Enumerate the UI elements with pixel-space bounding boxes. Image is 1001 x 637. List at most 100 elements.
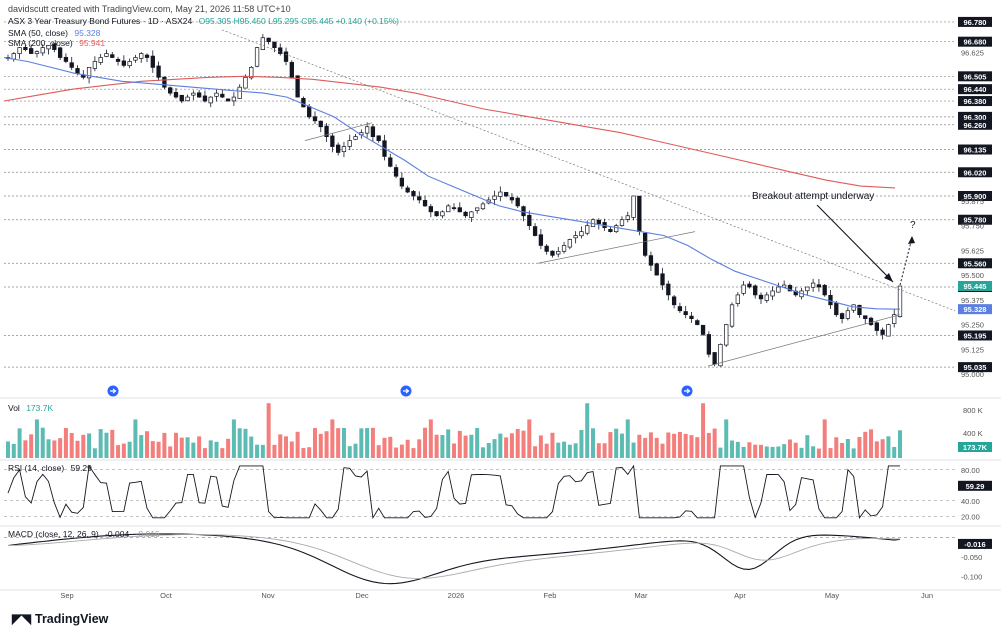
volume-bar: [98, 429, 103, 458]
candle-body: [787, 285, 793, 292]
candle-body: [550, 250, 555, 256]
volume-bar: [567, 444, 572, 458]
candle: [695, 319, 700, 326]
macd-legend[interactable]: MACD (close, 12, 26, 9) -0.004 -0.016: [8, 529, 160, 539]
volume-bar: [735, 441, 740, 458]
candle-body: [11, 53, 16, 60]
volume-bar: [110, 429, 115, 458]
tradingview-logo-text: TradingView: [35, 612, 109, 626]
candle: [266, 37, 271, 45]
candle-body: [822, 284, 827, 296]
price-level-tag: [958, 191, 992, 201]
candle: [706, 331, 712, 358]
candle: [451, 203, 457, 211]
candle: [214, 89, 219, 102]
candle: [272, 41, 277, 53]
candle: [440, 210, 445, 219]
volume-value-tag-text: 173.7K: [963, 443, 988, 452]
candle: [550, 250, 555, 258]
candle: [469, 211, 474, 222]
macd-value-tag-text: -0.016: [964, 540, 985, 549]
candle-body: [480, 203, 486, 210]
candle-body: [868, 317, 874, 325]
volume-bar: [845, 439, 850, 458]
candle: [880, 327, 885, 340]
sma200-label: SMA (200, close): [8, 38, 73, 48]
price-level-tag: [958, 167, 992, 178]
candle-body: [115, 58, 121, 62]
sma50-legend[interactable]: SMA (50, close) 95.328: [8, 28, 100, 38]
volume-bar: [226, 438, 231, 458]
candle: [834, 300, 839, 317]
candle-body: [336, 144, 341, 153]
candle-body: [139, 53, 144, 59]
sma50-line: [3, 56, 901, 310]
candle: [724, 323, 729, 347]
volume-bar: [637, 434, 642, 458]
candle: [637, 195, 642, 236]
candle: [567, 238, 572, 250]
symbol-legend[interactable]: ASX 3 Year Treasury Bond Futures · 1D · …: [8, 16, 399, 26]
volume-bar: [695, 437, 700, 458]
candle-body: [278, 47, 283, 54]
macd-axis-tick: -0.100: [961, 572, 982, 581]
price-level-tag-text: 96.440: [964, 85, 987, 94]
sma50-price-tag: [958, 304, 992, 315]
volume-bar: [255, 444, 260, 458]
volume-bar: [63, 427, 68, 458]
volume-value-tag: [958, 442, 992, 452]
candle-body: [301, 97, 306, 108]
candle-body: [231, 96, 237, 102]
candle: [822, 283, 827, 297]
volume-bar: [724, 419, 729, 458]
volume-bar: [179, 437, 184, 458]
candle: [642, 232, 648, 258]
macd-value: -0.004: [105, 529, 130, 539]
candle-body: [341, 146, 347, 153]
candle-body: [92, 61, 98, 69]
candle-body: [463, 211, 468, 217]
volume-bar: [81, 434, 86, 458]
candle-body: [857, 304, 862, 316]
volume-legend[interactable]: Vol 173.7K: [8, 403, 53, 413]
volume-bar: [231, 419, 236, 458]
candle-body: [121, 60, 126, 66]
volume-bar: [758, 444, 763, 458]
candle-body: [666, 283, 671, 296]
time-axis-tick: Nov: [261, 591, 275, 600]
candle: [857, 304, 862, 318]
candle-body: [660, 273, 665, 286]
volume-bar: [851, 448, 856, 458]
price-axis-tick: 95.000: [961, 370, 984, 379]
volume-bar: [799, 447, 804, 458]
candle: [254, 46, 260, 68]
candle: [527, 210, 532, 230]
candle: [608, 226, 613, 233]
volume-bar: [533, 446, 538, 458]
candle: [283, 47, 289, 66]
volume-bar: [828, 448, 833, 458]
tradingview-logo[interactable]: ◤◥ TradingView: [12, 611, 108, 627]
candle-body: [144, 54, 150, 58]
candle-body: [648, 255, 654, 266]
sma200-legend[interactable]: SMA (200, close) 95.941: [8, 38, 105, 48]
volume-axis-tick: 800 K: [963, 406, 983, 415]
ohlc-values: O95.305 H95.450 L95.295 C95.445 +0.140 (…: [198, 16, 400, 26]
volume-bar: [509, 433, 514, 458]
volume-bar: [40, 427, 45, 458]
candle-body: [330, 135, 335, 147]
candle: [810, 278, 816, 292]
candle: [110, 51, 115, 59]
candle: [532, 223, 538, 237]
candle-body: [307, 106, 312, 118]
candle: [631, 195, 636, 221]
volume-bar: [672, 433, 677, 458]
candle: [150, 50, 155, 73]
volume-bar: [874, 441, 879, 458]
candle: [619, 216, 625, 227]
sma200-value: 95.941: [79, 38, 106, 48]
rsi-legend[interactable]: RSI (14, close) 59.29: [8, 463, 92, 473]
candle-body: [677, 306, 683, 312]
volume-bar: [272, 444, 277, 458]
candle-body: [191, 92, 196, 96]
